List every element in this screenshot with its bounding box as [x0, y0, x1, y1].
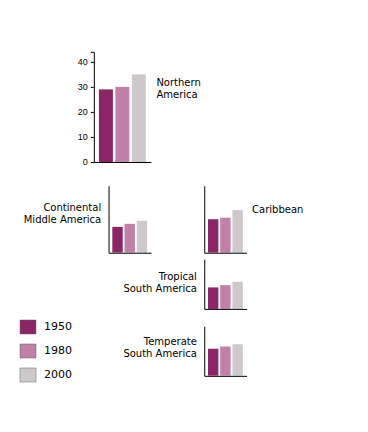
legend: 1950 1980 2000 — [20, 320, 72, 382]
y-axis: 0 10 20 30 40 — [78, 52, 95, 167]
legend-item: 2000 — [20, 368, 72, 382]
x-axis — [205, 252, 247, 254]
inset-chart — [109, 186, 151, 253]
legend-item: 1950 — [20, 320, 72, 334]
y-tick-mark — [91, 162, 94, 163]
bar — [115, 87, 129, 162]
legend-label: 2000 — [44, 368, 72, 381]
inset-title-line: South America — [123, 348, 197, 359]
x-axis-line — [109, 253, 151, 254]
y-tick-mark — [91, 87, 94, 88]
x-axis-line — [205, 309, 247, 310]
bar — [208, 287, 218, 308]
bar — [208, 219, 218, 252]
bar — [232, 282, 242, 309]
bar — [220, 218, 230, 253]
legend-label: 1980 — [44, 344, 72, 357]
inset-title-line: Temperate — [143, 336, 197, 347]
plot-area — [99, 74, 146, 162]
y-tick: 0 — [83, 157, 94, 167]
bar — [125, 224, 135, 253]
plot-area — [112, 221, 147, 253]
inset-title-line: Tropical — [158, 271, 197, 282]
y-axis-line — [204, 186, 205, 253]
x-axis-line — [205, 376, 247, 377]
x-axis — [205, 308, 247, 310]
bar — [220, 285, 230, 309]
inset-chart — [205, 327, 247, 377]
bar — [99, 89, 113, 162]
inset-title-line: Continental — [43, 202, 101, 213]
plot-area — [208, 282, 243, 309]
legend-swatch — [20, 320, 36, 334]
y-tick-label: 30 — [78, 82, 88, 92]
plot-area — [208, 210, 243, 253]
inset-chart: 0 10 20 30 40 — [78, 52, 152, 167]
y-tick: 20 — [78, 107, 94, 117]
inset-title-line: America — [156, 89, 197, 100]
y-axis-line — [91, 52, 95, 162]
inset-title: NorthernAmerica — [156, 77, 200, 100]
y-axis-line — [204, 327, 205, 377]
y-axis-line — [204, 260, 205, 310]
y-tick-label: 0 — [83, 157, 88, 167]
y-axis — [204, 260, 205, 310]
y-tick: 30 — [78, 82, 94, 92]
bar — [220, 346, 230, 375]
legend-label: 1950 — [44, 320, 72, 333]
y-axis — [204, 186, 205, 253]
x-axis-line — [94, 162, 151, 163]
y-axis-line — [109, 186, 110, 253]
y-axis — [204, 327, 205, 377]
y-tick-mark — [91, 137, 94, 138]
bar — [112, 227, 122, 253]
inset-title-line: South America — [123, 283, 197, 294]
bar — [232, 344, 242, 376]
bar — [232, 210, 242, 253]
bar — [137, 221, 147, 253]
inset-title: TemperateSouth America — [123, 336, 197, 359]
figure: 0 10 20 30 40 NorthernAmerica 1950 1980 2000 Cont… — [0, 0, 368, 432]
inset-chart — [205, 260, 247, 310]
y-tick: 10 — [78, 132, 94, 142]
inset-title-line: Middle America — [24, 214, 101, 225]
y-tick-mark — [91, 62, 94, 63]
x-axis — [94, 162, 151, 164]
x-axis-line — [205, 253, 247, 254]
inset-title: ContinentalMiddle America — [24, 202, 101, 225]
bar — [208, 349, 218, 376]
x-axis — [205, 375, 247, 377]
y-tick-label: 20 — [78, 107, 88, 117]
y-tick-mark — [91, 112, 94, 113]
y-axis — [109, 186, 110, 253]
y-tick-label: 10 — [78, 132, 88, 142]
legend-swatch — [20, 344, 36, 358]
x-axis — [109, 252, 151, 254]
plot-area — [208, 344, 243, 376]
inset-title: Caribbean — [252, 204, 303, 215]
inset-title: TropicalSouth America — [123, 271, 197, 294]
inset-title-line: Northern — [156, 77, 200, 88]
legend-item: 1980 — [20, 344, 72, 358]
y-tick-label: 40 — [78, 57, 88, 67]
legend-swatch — [20, 368, 36, 382]
y-tick: 40 — [78, 57, 94, 67]
bar — [132, 74, 146, 162]
inset-title-line: Caribbean — [252, 204, 303, 215]
inset-chart — [205, 186, 247, 253]
